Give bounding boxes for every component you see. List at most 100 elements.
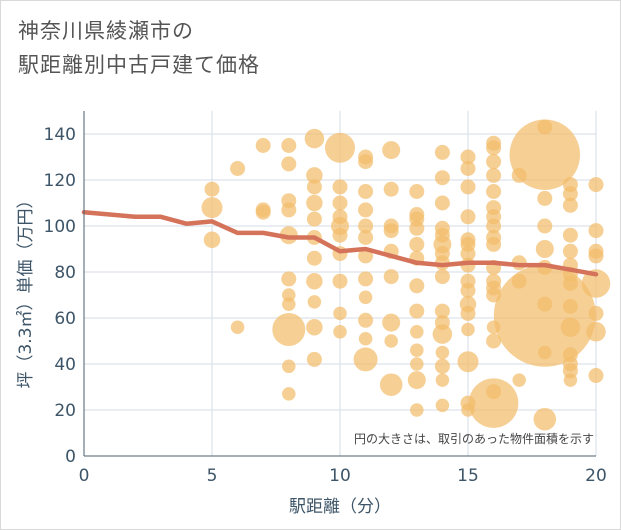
chart-title-line1: 神奈川県綾瀬市の — [18, 19, 194, 43]
y-tick-label: 40 — [54, 355, 76, 375]
data-bubble — [588, 177, 604, 193]
data-bubble — [486, 218, 502, 234]
data-bubble — [358, 230, 374, 245]
data-bubble — [281, 156, 297, 172]
y-tick-label: 60 — [54, 309, 76, 329]
data-bubble — [383, 269, 399, 285]
data-bubble — [409, 278, 425, 294]
data-bubble — [486, 140, 502, 156]
data-bubble — [304, 128, 325, 149]
data-bubble — [460, 282, 476, 298]
data-bubble — [333, 306, 347, 321]
data-bubble — [332, 227, 348, 243]
data-bubble — [562, 186, 578, 202]
x-tick-label: 5 — [207, 466, 218, 486]
data-bubble — [281, 138, 297, 153]
bubbles-layer — [201, 119, 611, 431]
data-bubble — [382, 141, 401, 160]
data-bubble — [486, 154, 502, 170]
data-bubble — [306, 194, 323, 212]
x-tick-label: 20 — [585, 466, 607, 486]
data-bubble — [486, 333, 502, 349]
data-bubble — [588, 305, 604, 321]
data-bubble — [560, 317, 581, 337]
x-tick-label: 0 — [79, 466, 90, 486]
data-bubble — [306, 272, 323, 290]
data-bubble — [332, 273, 348, 289]
data-bubble — [333, 325, 347, 339]
data-bubble — [407, 371, 426, 390]
data-bubble — [358, 312, 374, 328]
data-bubble — [533, 407, 557, 431]
chart-title-line2: 駅距離別中古戸建て価格 — [18, 53, 260, 77]
data-bubble — [230, 161, 246, 176]
data-bubble — [306, 351, 322, 367]
data-bubble — [435, 345, 450, 360]
data-bubble — [282, 359, 296, 374]
x-axis-label: 駅距離（分） — [289, 497, 391, 517]
data-bubble — [409, 220, 425, 236]
trend-line — [81, 209, 599, 277]
data-bubble — [486, 184, 502, 199]
data-bubble — [203, 231, 221, 249]
data-bubble — [563, 373, 578, 387]
data-bubble — [384, 334, 398, 348]
data-bubble — [432, 324, 453, 344]
data-bubble — [255, 204, 271, 220]
data-bubble — [272, 313, 306, 346]
data-bubble — [230, 320, 245, 334]
data-bubble — [358, 218, 374, 234]
data-bubble — [383, 223, 399, 239]
data-bubble — [409, 184, 425, 199]
data-bubble — [358, 154, 374, 170]
data-bubble — [379, 373, 403, 396]
data-bubble — [461, 322, 475, 337]
data-bubble — [537, 218, 553, 234]
data-bubble — [434, 170, 450, 186]
y-tick-label: 100 — [44, 217, 76, 237]
data-bubble — [201, 197, 223, 219]
data-bubble — [353, 347, 378, 372]
data-bubble — [586, 322, 606, 342]
data-bubble — [282, 297, 296, 311]
data-bubble — [588, 248, 604, 264]
data-bubble — [535, 240, 554, 258]
data-bubble — [562, 299, 578, 314]
data-bubble — [306, 250, 322, 266]
data-bubble — [537, 190, 553, 206]
y-tick-label: 80 — [54, 263, 76, 283]
data-bubble — [435, 398, 450, 413]
data-bubble — [307, 295, 322, 309]
y-tick-label: 20 — [54, 401, 76, 421]
data-bubble — [409, 236, 425, 252]
data-bubble — [562, 243, 578, 259]
data-bubble — [281, 271, 297, 287]
data-bubble — [410, 343, 424, 357]
data-bubble — [588, 223, 604, 239]
data-bubble — [588, 368, 604, 383]
data-bubble — [435, 373, 450, 387]
data-bubble — [460, 149, 476, 165]
y-tick-label: 120 — [44, 171, 76, 191]
data-bubble — [383, 181, 399, 197]
data-bubble — [332, 195, 348, 211]
data-bubble — [358, 331, 373, 346]
data-bubble — [512, 373, 526, 387]
data-bubble — [410, 403, 424, 417]
data-bubble — [509, 119, 581, 190]
data-bubble — [562, 197, 578, 213]
data-bubble — [460, 209, 476, 225]
data-bubble — [255, 138, 271, 153]
data-bubble — [358, 290, 373, 305]
data-bubble — [562, 227, 578, 243]
data-bubble — [468, 378, 519, 428]
data-bubble — [410, 357, 424, 371]
data-bubble — [434, 303, 450, 319]
data-bubble — [434, 358, 450, 374]
data-bubble — [306, 211, 322, 227]
data-bubble — [486, 236, 502, 252]
x-tick-label: 10 — [329, 466, 351, 486]
trend-line-layer — [81, 209, 599, 277]
data-bubble — [358, 202, 374, 218]
